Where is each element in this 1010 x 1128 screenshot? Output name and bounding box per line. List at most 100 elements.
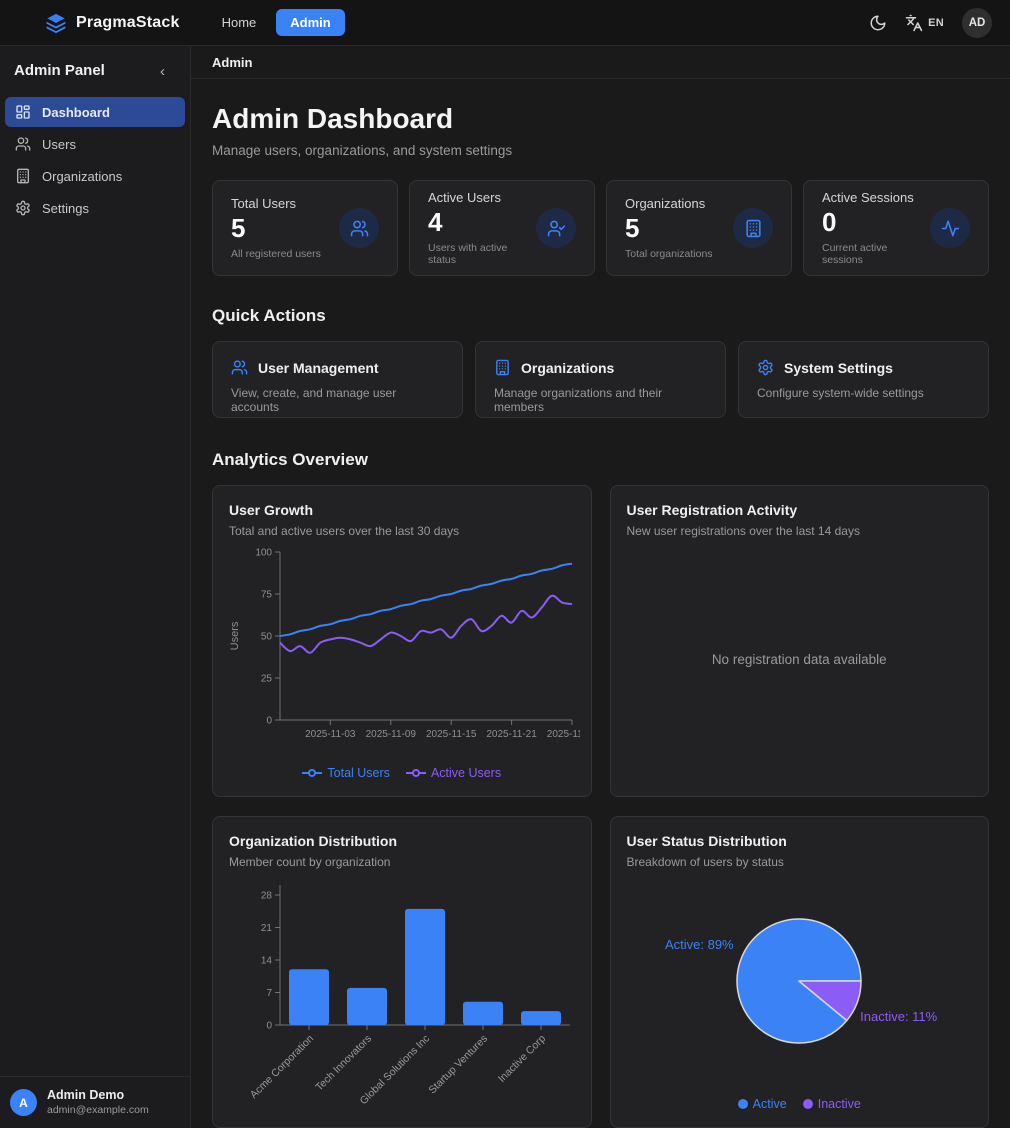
svg-text:Inactive Corp: Inactive Corp	[496, 1033, 548, 1085]
stat-description: Total organizations	[625, 247, 713, 260]
svg-text:2025-11-03: 2025-11-03	[305, 729, 356, 740]
quick-actions-heading: Quick Actions	[212, 306, 326, 325]
stat-icon-circle	[339, 208, 379, 248]
legend-dot-icon	[737, 1099, 748, 1109]
sidebar-title: Admin Panel	[14, 62, 105, 79]
quick-action-title: Organizations	[521, 359, 615, 376]
stat-value: 5	[231, 213, 246, 244]
legend-dot-icon	[802, 1099, 813, 1109]
sidebar-item-settings[interactable]: Settings	[5, 193, 185, 223]
activity-pulse-icon	[941, 219, 960, 238]
top-navbar: PragmaStack Home Admin EN AD	[0, 0, 1010, 46]
quick-actions-grid: User Management View, create, and manage…	[212, 341, 989, 418]
svg-text:Startup Ventures: Startup Ventures	[426, 1033, 490, 1097]
legend-item[interactable]: Inactive	[802, 1097, 861, 1111]
nav-link-admin[interactable]: Admin	[276, 9, 345, 36]
user-growth-line-chart: 0 25 50 75 100 2025-11-03 2025-11-09 2025-11-15…	[229, 544, 580, 762]
stat-description: All registered users	[231, 247, 321, 260]
breadcrumb[interactable]: Admin	[212, 54, 253, 70]
stat-card-active-sessions: Active Sessions 0 Current active session…	[803, 180, 989, 276]
sidebar-nav: Dashboard Users Organizations Settings	[0, 93, 190, 227]
sidebar-item-label: Settings	[42, 200, 89, 216]
svg-text:75: 75	[261, 590, 273, 601]
stat-icon-circle	[733, 208, 773, 248]
users-icon	[350, 219, 369, 238]
stat-card-total-users: Total Users 5 All registered users	[212, 180, 398, 276]
sidebar-item-label: Users	[42, 136, 76, 152]
svg-text:Acme Corporation: Acme Corporation	[248, 1033, 316, 1101]
stat-card-active-users: Active Users 4 Users with active status	[409, 180, 595, 276]
building-icon	[744, 219, 763, 238]
stat-label: Organizations	[625, 196, 706, 212]
dashboard-grid-icon	[15, 104, 31, 120]
legend-item[interactable]: Active Users	[405, 766, 501, 780]
stat-label: Active Users	[428, 190, 501, 206]
stat-value: 4	[428, 207, 443, 238]
quick-action-user-management[interactable]: User Management View, create, and manage…	[212, 341, 463, 418]
nav-link-home[interactable]: Home	[221, 15, 257, 30]
building-icon	[494, 359, 511, 376]
chart-subtitle: Breakdown of users by status	[626, 855, 784, 869]
svg-text:0: 0	[266, 716, 272, 727]
sidebar-item-users[interactable]: Users	[5, 129, 185, 159]
user-status-card: User Status Distribution Breakdown of us…	[609, 816, 989, 1128]
stat-label: Active Sessions	[822, 190, 914, 206]
sidebar-user-avatar: A	[10, 1089, 37, 1117]
stats-grid: Total Users 5 All registered users Activ…	[212, 180, 989, 276]
brand-name: PragmaStack	[76, 13, 180, 31]
chart-title: User Growth	[229, 502, 314, 518]
brand[interactable]: PragmaStack	[45, 12, 180, 34]
sidebar-item-organizations[interactable]: Organizations	[5, 161, 185, 191]
chart-subtitle: New user registrations over the last 14 …	[626, 524, 860, 538]
sidebar-collapse-chevron-icon[interactable]: ‹	[160, 62, 165, 80]
layers-logo-icon	[45, 12, 67, 34]
gear-icon	[15, 200, 31, 216]
svg-text:7: 7	[266, 988, 272, 999]
svg-text:14: 14	[261, 956, 273, 967]
admin-sidebar: Admin Panel ‹ Dashboard Users Organizati…	[0, 46, 191, 1128]
stat-icon-circle	[536, 208, 576, 248]
gear-icon	[757, 359, 774, 376]
sidebar-header: Admin Panel ‹	[0, 46, 190, 93]
quick-action-system-settings[interactable]: System Settings Configure system-wide se…	[738, 341, 989, 418]
analytics-section: Analytics Overview User Growth Total and…	[212, 450, 989, 1128]
language-switcher[interactable]: EN	[905, 14, 944, 32]
svg-text:2025-11-09: 2025-11-09	[365, 729, 416, 740]
quick-action-organizations[interactable]: Organizations Manage organizations and t…	[475, 341, 726, 418]
chart-subtitle: Total and active users over the last 30 …	[229, 524, 460, 538]
legend-item[interactable]: Active	[737, 1097, 787, 1111]
quick-action-description: Manage organizations and their members	[494, 386, 663, 414]
sidebar-item-dashboard[interactable]: Dashboard	[5, 97, 185, 127]
line-marker-icon	[302, 769, 323, 777]
user-growth-card: User Growth Total and active users over …	[212, 485, 592, 797]
svg-text:Users: Users	[229, 621, 241, 650]
pie-chart-legend: Active Inactive	[627, 1097, 973, 1111]
line-marker-icon	[405, 769, 426, 777]
organization-bar-chart: 0 7 14 21 28 Acme Corporation Tech Innovators G…	[229, 875, 575, 1125]
empty-chart-area: No registration data available	[627, 538, 973, 780]
stat-icon-circle	[930, 208, 970, 248]
navbar-actions: EN AD	[869, 7, 992, 38]
svg-text:0: 0	[266, 1021, 272, 1032]
empty-state-message: No registration data available	[711, 651, 887, 667]
quick-action-description: Configure system-wide settings	[757, 386, 924, 400]
sidebar-user-card[interactable]: A Admin Demo admin@example.com	[0, 1076, 190, 1128]
svg-text:Inactive: 11%: Inactive: 11%	[860, 1009, 938, 1024]
theme-toggle-moon-icon[interactable]	[869, 14, 887, 32]
sidebar-item-label: Dashboard	[42, 104, 110, 120]
svg-text:28: 28	[261, 891, 273, 902]
legend-item[interactable]: Total Users	[302, 766, 390, 780]
stat-card-organizations: Organizations 5 Total organizations	[606, 180, 792, 276]
sidebar-item-label: Organizations	[42, 168, 123, 184]
quick-actions-section: Quick Actions User Management View, crea…	[212, 306, 989, 418]
language-code: EN	[928, 16, 944, 29]
organization-distribution-card: Organization Distribution Member count b…	[212, 816, 592, 1128]
user-avatar[interactable]: AD	[962, 7, 992, 38]
chart-title: User Status Distribution	[626, 833, 787, 849]
breadcrumb-bar: Admin	[191, 46, 1010, 79]
sidebar-user-email: admin@example.com	[47, 1103, 149, 1116]
svg-text:Active: 89%: Active: 89%	[665, 937, 734, 952]
quick-action-description: View, create, and manage user accounts	[231, 386, 397, 414]
main-area: Admin Admin Dashboard Manage users, orga…	[191, 46, 1010, 1128]
svg-text:2025-11-27: 2025-11-27	[547, 729, 580, 740]
